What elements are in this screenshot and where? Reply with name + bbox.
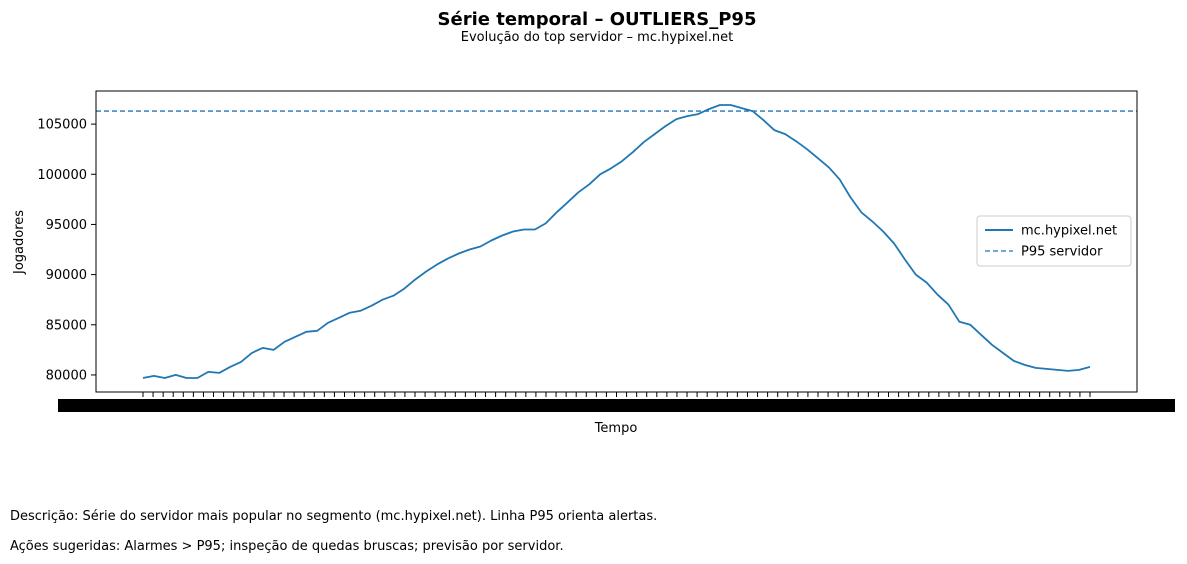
chart-subtitle: Evolução do top servidor – mc.hypixel.ne… [461, 30, 734, 45]
y-tick-label: 95000 [46, 218, 87, 233]
y-tick-label: 85000 [46, 318, 87, 333]
actions-text: Ações sugeridas: Alarmes > P95; inspeção… [10, 539, 564, 554]
y-tick-label: 80000 [46, 368, 87, 383]
series-line-mc-hypixel [142, 104, 1091, 379]
y-tick-label: 100000 [37, 168, 87, 183]
plot-frame [95, 90, 1138, 393]
y-tick-label: 90000 [46, 268, 87, 283]
description-text: Descrição: Série do servidor mais popula… [10, 509, 658, 524]
plot-area [96, 104, 1137, 379]
legend-label-series: mc.hypixel.net [1021, 224, 1117, 239]
y-axis-label: Jogadores [12, 210, 27, 275]
legend-box [976, 215, 1132, 267]
chart-title: Série temporal – OUTLIERS_P95 [438, 9, 757, 30]
y-axis: 80000 85000 90000 95000 100000 105000 [37, 118, 96, 383]
y-tick-label: 105000 [37, 118, 87, 133]
x-axis-ticks [58, 392, 1175, 412]
x-tick-labels-overlap [58, 399, 1175, 412]
x-axis-label: Tempo [594, 421, 638, 436]
legend: mc.hypixel.net P95 servidor [976, 215, 1132, 267]
legend-label-p95: P95 servidor [1021, 245, 1103, 260]
